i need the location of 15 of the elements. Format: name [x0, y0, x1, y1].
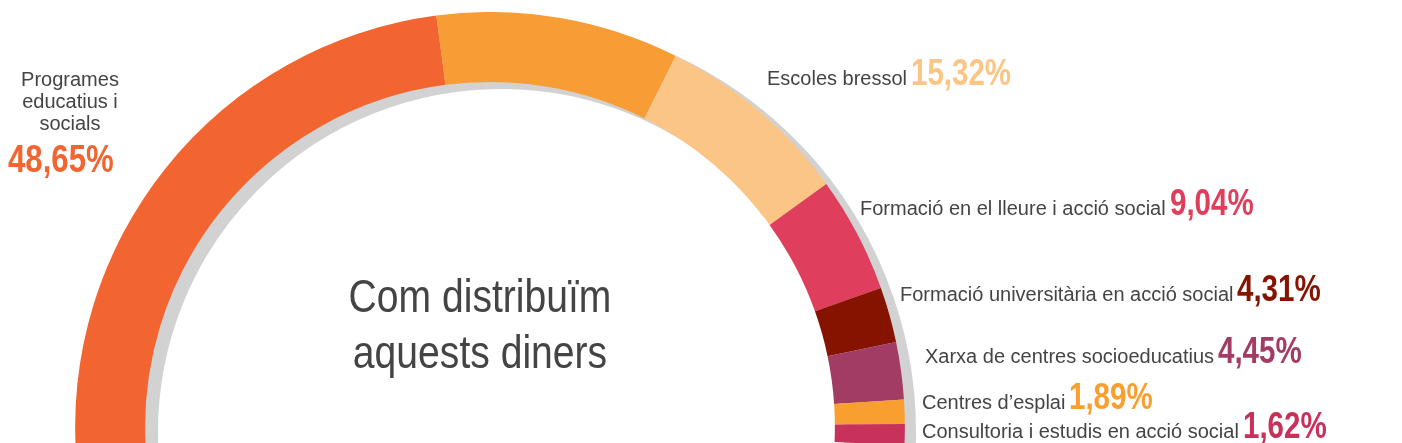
slice-label: Formació en el lleure i acció social [860, 197, 1166, 220]
data-label: 4,45% [1218, 330, 1302, 372]
slice-label: Formació universitària en acció social [900, 283, 1234, 306]
data-label: 1,89% [1069, 376, 1154, 418]
slice-label: Xarxa de centres socioeducatius [925, 345, 1215, 368]
slice-label: Escoles bressol [767, 67, 908, 90]
slice-label: Centres d’esplai [922, 391, 1066, 414]
data-label: 1,62% [1242, 405, 1327, 443]
data-label: 15,32% [911, 52, 1012, 94]
slice-label: Programes educatius i socials [20, 68, 120, 134]
text: Com distribuïm aquests diners [347, 269, 613, 380]
slice-label: Consultoria i estudis en acció social [922, 420, 1239, 443]
data-label: 4,31% [1237, 268, 1322, 310]
data-label: 48,65% [8, 138, 114, 181]
data-label: 9,04% [1169, 182, 1254, 224]
